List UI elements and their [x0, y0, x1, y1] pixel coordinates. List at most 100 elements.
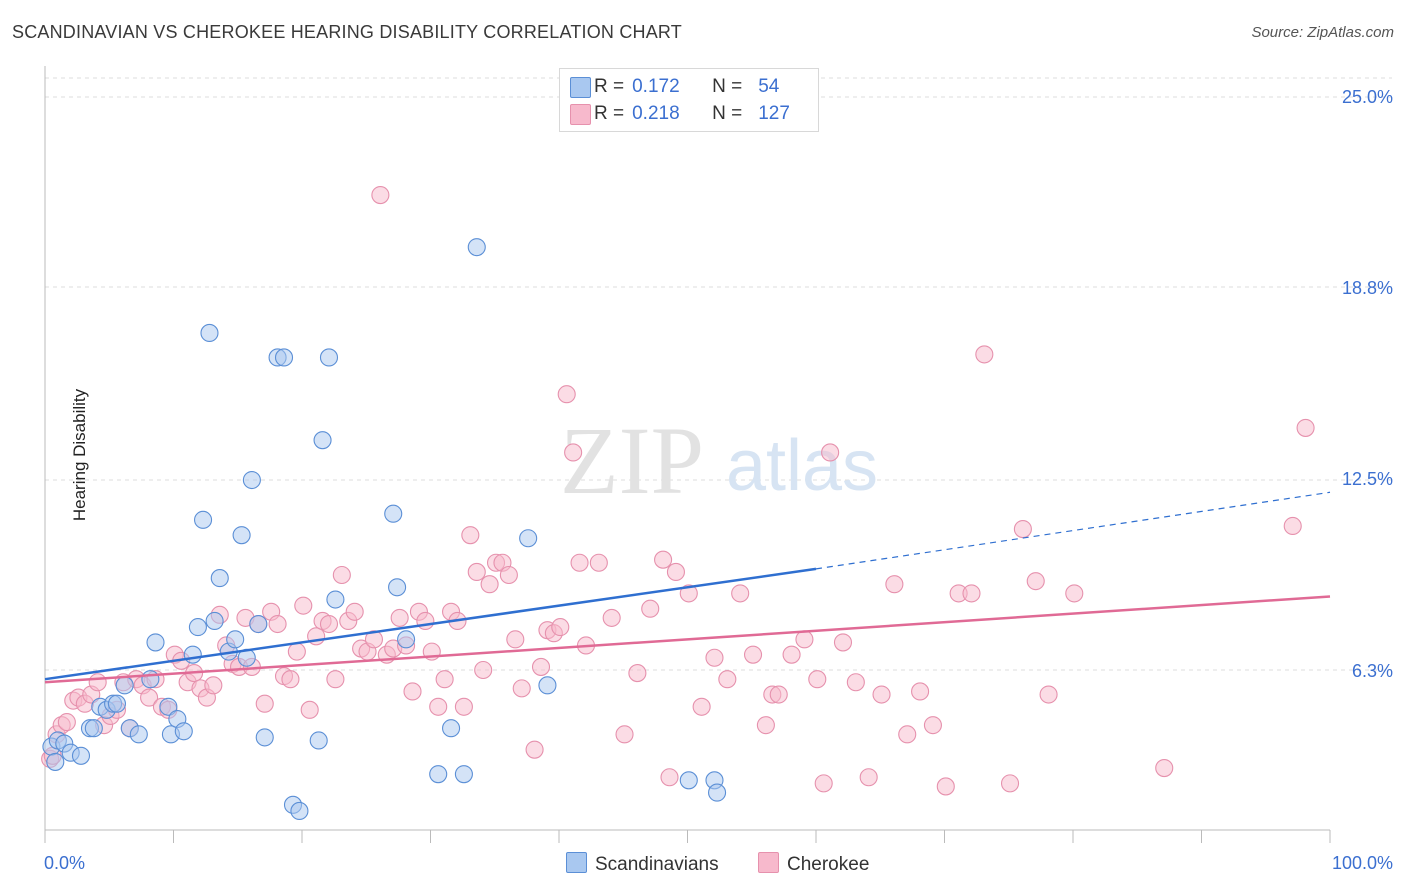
cherokee-point	[975, 345, 994, 364]
cherokee-point	[204, 676, 223, 695]
scandinavian-point	[194, 510, 213, 529]
scandinavian-point	[84, 719, 103, 738]
r-label: R =	[594, 103, 625, 124]
scandinavian-point	[107, 694, 127, 713]
cherokee-point	[403, 682, 422, 701]
cherokee-point	[821, 443, 840, 462]
cherokee-point	[911, 682, 930, 701]
legend-label: Scandinavians	[595, 854, 719, 875]
cherokee-trend-line	[44, 595, 1331, 684]
legend-item-cherokee: Cherokee	[758, 852, 869, 876]
cherokee-point	[962, 584, 981, 603]
cherokee-point	[782, 645, 801, 664]
cherokee-point	[1026, 572, 1045, 591]
legend-item-scandinavians: Scandinavians	[566, 852, 719, 876]
scandinavian-point	[397, 630, 416, 649]
cherokee-point	[1065, 584, 1084, 603]
cherokee-point	[326, 670, 345, 689]
cherokee-point	[1155, 759, 1174, 778]
cherokee-point	[589, 553, 608, 572]
cherokee-point	[506, 630, 525, 649]
n-label: N =	[712, 103, 743, 124]
cherokee-point	[872, 685, 891, 704]
cherokee-point	[602, 608, 621, 627]
scandinavian-point	[200, 323, 219, 342]
y-tick-label: 25.0%	[1341, 87, 1393, 107]
cherokee-point	[666, 562, 685, 581]
cherokee-point	[467, 562, 486, 581]
cherokee-point	[332, 565, 351, 585]
scandinavian-point	[467, 238, 486, 257]
cherokee-point	[88, 673, 107, 692]
cherokee-point	[679, 584, 698, 603]
cherokee-point	[461, 526, 480, 545]
trend-lines	[44, 491, 1331, 684]
cherokee-point	[364, 630, 384, 649]
cherokee-point	[294, 596, 313, 615]
scandinavian-point	[384, 504, 403, 523]
legend-label: Cherokee	[787, 854, 870, 875]
y-tick-label: 18.8%	[1341, 278, 1393, 298]
cherokee-point	[654, 550, 673, 569]
cherokee-point	[615, 725, 634, 744]
cherokee-point	[499, 565, 518, 585]
cherokee-point	[140, 688, 159, 707]
source-label: Source: ZipAtlas.com	[1251, 24, 1394, 41]
scandinavian-point	[205, 611, 224, 631]
y-tick-label: 12.5%	[1341, 469, 1393, 489]
r-value: 0.172	[632, 76, 680, 97]
cherokee-point	[731, 584, 750, 603]
scandinavian-point	[313, 431, 332, 450]
r-value: 0.218	[632, 103, 680, 124]
cherokee-point	[564, 443, 583, 462]
cherokee-point	[287, 642, 306, 661]
cherokee-point	[923, 716, 942, 735]
grid-lines	[45, 77, 1392, 671]
scandinavian-point	[188, 618, 207, 637]
scandinavian-point	[183, 645, 202, 664]
scandinavian-point	[290, 801, 309, 821]
cherokee-point	[795, 630, 814, 649]
cherokee-point	[300, 700, 319, 719]
scandinavian-point	[141, 670, 160, 689]
watermark-zip: ZIP	[560, 407, 704, 514]
watermark-atlas: atlas	[726, 426, 878, 506]
scandinavian-point	[226, 630, 245, 649]
x-tick-label: 100.0%	[1331, 853, 1393, 873]
cherokee-point	[429, 697, 448, 716]
cherokee-point	[570, 553, 589, 572]
cherokee-point	[833, 633, 853, 652]
scandinavian-point	[255, 728, 274, 747]
scandinavian-point	[519, 529, 538, 548]
scandinavian-point	[388, 578, 407, 597]
scandinavian-point	[46, 752, 65, 771]
scandinavian-point	[159, 697, 178, 716]
cherokee-point	[1283, 516, 1302, 536]
cherokee-point	[345, 602, 364, 621]
cherokee-point	[454, 697, 473, 716]
cherokee-swatch	[570, 103, 591, 125]
cherokee-point	[319, 614, 339, 634]
scandinavian-point	[708, 783, 727, 802]
cherokee-point	[936, 777, 955, 796]
cherokee-point	[255, 694, 274, 713]
y-tick-label: 6.3%	[1351, 661, 1393, 681]
cherokee-point	[846, 673, 865, 692]
scandinavian-point	[319, 348, 339, 367]
scandinavian-point	[442, 719, 461, 738]
correlation-legend: R = 0.172 N = 54 R = 0.218 N = 127	[559, 68, 819, 132]
scandinavian-point	[129, 725, 148, 744]
scandinavian-trend-line	[44, 567, 817, 681]
scandinavian-point	[429, 765, 448, 784]
scandinavian-point	[232, 526, 251, 545]
cherokee-point	[705, 648, 724, 667]
cherokee-point	[1013, 519, 1032, 539]
cherokee-point	[769, 685, 788, 704]
legend-row-scandinavians: R = 0.172 N = 54	[570, 75, 779, 99]
cherokee-point	[57, 713, 76, 732]
cherokee-point	[814, 774, 833, 793]
cherokee-point	[898, 725, 917, 744]
cherokee-point	[531, 657, 551, 676]
cherokee-point	[551, 618, 570, 637]
